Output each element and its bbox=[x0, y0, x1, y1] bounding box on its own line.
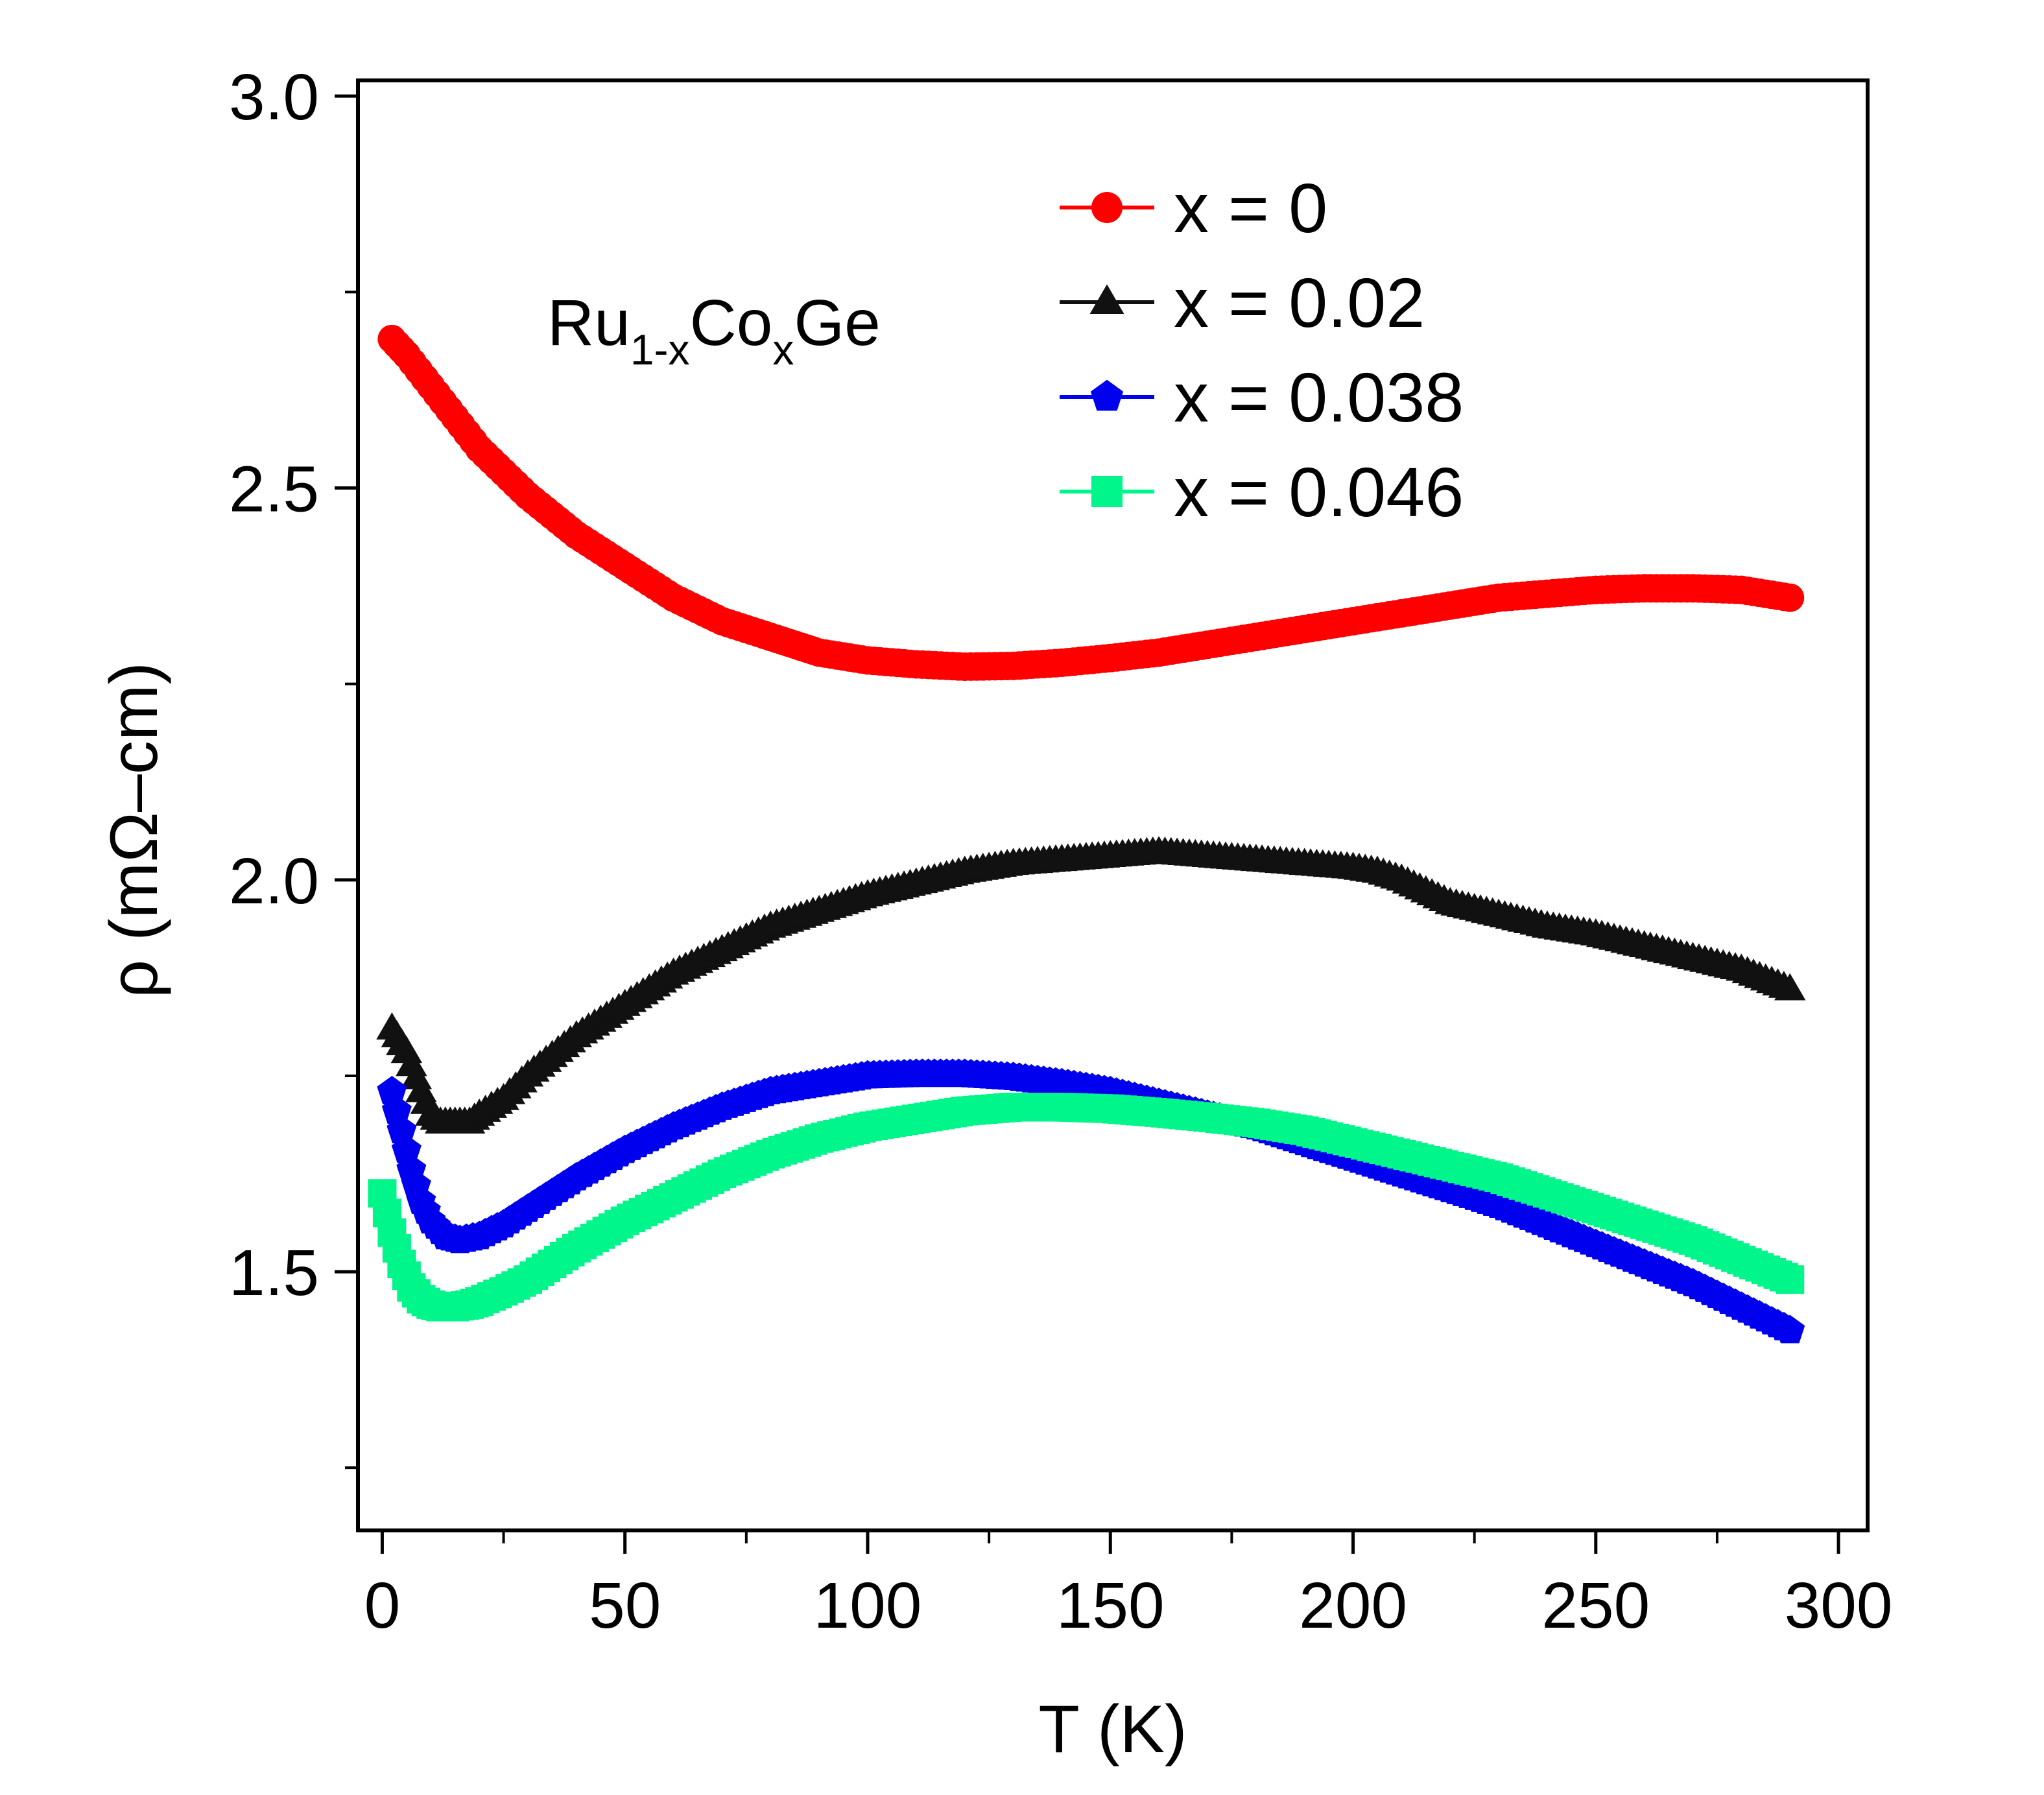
x-tick-label: 300 bbox=[1785, 1569, 1893, 1642]
data-point bbox=[1776, 583, 1805, 612]
series-1 bbox=[377, 324, 1805, 682]
y-axis-title: ρ (mΩ–cm) bbox=[97, 662, 172, 998]
legend-label: x = 0 bbox=[1174, 169, 1327, 247]
legend-item: x = 0.046 bbox=[1060, 453, 1464, 531]
legend-marker bbox=[1091, 476, 1123, 507]
legend-marker bbox=[1091, 192, 1123, 223]
legend-marker bbox=[1089, 284, 1124, 314]
formula-mid: Co bbox=[690, 287, 773, 359]
x-tick-label: 100 bbox=[814, 1569, 922, 1642]
data-point bbox=[1776, 1265, 1805, 1294]
data-point bbox=[386, 1115, 417, 1144]
x-tick-label: 150 bbox=[1056, 1569, 1165, 1642]
x-axis-title: T (K) bbox=[1038, 1692, 1187, 1767]
formula-sub-1: 1-x bbox=[630, 326, 690, 374]
legend-item: x = 0 bbox=[1060, 169, 1327, 247]
axis-ticks: 0 50 100 150 200 250 300 1.5 2.0 2.5 3.0 bbox=[229, 61, 1893, 1642]
formula-sub-2: x bbox=[772, 326, 794, 374]
y-tick-label: 2.5 bbox=[229, 453, 319, 525]
data-point bbox=[391, 1134, 422, 1163]
formula-end: Ge bbox=[794, 287, 880, 359]
series-3 bbox=[377, 1058, 1805, 1344]
x-tick-label: 50 bbox=[589, 1569, 661, 1642]
legend-item: x = 0.038 bbox=[1060, 358, 1464, 436]
data-point bbox=[381, 1095, 412, 1124]
series-layer bbox=[368, 324, 1806, 1344]
legend-label: x = 0.038 bbox=[1174, 358, 1464, 436]
legend-item: x = 0.02 bbox=[1060, 263, 1425, 342]
data-point bbox=[1774, 973, 1806, 1001]
legend: x = 0 x = 0.02 x = 0.038 x = 0.046 bbox=[1060, 169, 1464, 531]
plot-frame bbox=[356, 78, 1870, 1532]
y-tick-label: 2.0 bbox=[229, 845, 319, 918]
series-4 bbox=[368, 1093, 1805, 1322]
x-tick-label: 0 bbox=[364, 1569, 401, 1642]
legend-marker bbox=[1090, 379, 1124, 411]
x-tick-label: 200 bbox=[1299, 1569, 1407, 1642]
data-point bbox=[1775, 1314, 1805, 1344]
x-tick-label: 250 bbox=[1541, 1569, 1650, 1642]
series-2 bbox=[376, 836, 1806, 1134]
formula-base: Ru bbox=[547, 287, 630, 359]
data-point bbox=[377, 1075, 407, 1104]
y-tick-label: 1.5 bbox=[229, 1237, 319, 1309]
formula-annotation: Ru1-xCoxGe bbox=[547, 287, 881, 374]
y-tick-label: 3.0 bbox=[229, 61, 319, 134]
legend-label: x = 0.02 bbox=[1174, 263, 1425, 342]
legend-label: x = 0.046 bbox=[1174, 453, 1464, 531]
